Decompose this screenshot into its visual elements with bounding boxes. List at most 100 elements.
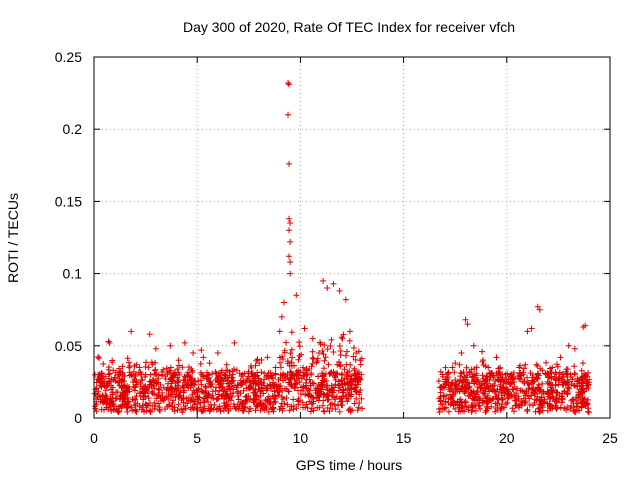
data-point: [341, 366, 348, 373]
data-point: [278, 400, 285, 407]
data-point: [129, 407, 136, 414]
data-point: [206, 360, 213, 367]
data-point: [218, 377, 225, 384]
data-point: [504, 389, 511, 396]
data-point: [105, 406, 112, 413]
data-point: [558, 399, 565, 406]
data-point: [456, 361, 463, 368]
data-point: [178, 405, 185, 412]
data-point: [289, 354, 296, 361]
data-point: [288, 403, 295, 410]
data-point: [317, 341, 324, 348]
data-point: [578, 374, 585, 381]
data-point: [293, 292, 300, 299]
data-point: [234, 401, 241, 408]
data-point: [175, 376, 182, 383]
data-point: [296, 343, 303, 350]
data-point: [169, 399, 176, 406]
data-point: [534, 363, 541, 370]
data-point: [479, 372, 486, 379]
data-point: [541, 396, 548, 403]
data-point: [331, 401, 338, 408]
data-point: [320, 277, 327, 284]
data-point: [495, 376, 502, 383]
data-point: [163, 365, 170, 372]
data-point: [217, 408, 224, 415]
data-point: [553, 405, 560, 412]
data-point: [276, 383, 283, 390]
data-point: [275, 392, 282, 399]
data-point: [168, 385, 175, 392]
data-point: [528, 325, 535, 332]
data-point: [314, 387, 321, 394]
data-point: [582, 322, 589, 329]
data-point: [564, 376, 571, 383]
data-point: [331, 373, 338, 380]
data-point: [216, 403, 223, 410]
data-point: [203, 384, 210, 391]
data-point: [481, 382, 488, 389]
data-point: [330, 349, 337, 356]
data-point: [145, 395, 152, 402]
data-point: [156, 406, 163, 413]
data-point: [336, 287, 343, 294]
data-point: [285, 111, 292, 118]
data-point: [309, 355, 316, 362]
x-tick-label: 0: [90, 430, 98, 446]
data-point: [96, 355, 103, 362]
data-point: [316, 388, 323, 395]
data-point: [229, 378, 236, 385]
data-point: [282, 375, 289, 382]
data-point: [231, 339, 238, 346]
data-point: [206, 392, 213, 399]
data-point: [327, 342, 334, 349]
data-point: [525, 393, 532, 400]
data-point: [223, 361, 230, 368]
data-point: [278, 364, 285, 371]
data-point: [251, 396, 258, 403]
data-point: [309, 380, 316, 387]
data-point: [239, 371, 246, 378]
data-point: [457, 386, 464, 393]
data-point: [115, 409, 122, 416]
y-tick-label: 0: [74, 410, 82, 426]
data-point: [322, 370, 329, 377]
data-point: [497, 364, 504, 371]
data-point: [536, 396, 543, 403]
data-point: [571, 345, 578, 352]
data-point: [574, 400, 581, 407]
data-point: [125, 359, 132, 366]
y-tick-label: 0.15: [55, 193, 82, 209]
data-point: [128, 372, 135, 379]
data-point: [343, 395, 350, 402]
data-point: [483, 373, 490, 380]
data-point: [505, 376, 512, 383]
data-point: [515, 393, 522, 400]
data-point: [543, 371, 550, 378]
data-point: [339, 389, 346, 396]
data-point: [109, 359, 116, 366]
data-point: [473, 364, 480, 371]
data-point: [276, 354, 283, 361]
data-point: [467, 392, 474, 399]
y-tick-label: 0.05: [55, 338, 82, 354]
data-point: [93, 385, 100, 392]
data-point: [347, 361, 354, 368]
data-point: [213, 406, 220, 413]
data-point: [230, 377, 237, 384]
data-point: [252, 373, 259, 380]
data-point: [243, 378, 250, 385]
data-point: [549, 364, 556, 371]
data-point: [350, 344, 357, 351]
data-point: [470, 371, 477, 378]
data-point: [251, 378, 258, 385]
data-point: [262, 396, 269, 403]
data-point: [293, 405, 300, 412]
data-point: [104, 382, 111, 389]
data-point: [324, 405, 331, 412]
data-point: [498, 405, 505, 412]
data-point: [251, 372, 258, 379]
data-point: [156, 387, 163, 394]
data-point: [524, 328, 531, 335]
data-point: [565, 342, 572, 349]
